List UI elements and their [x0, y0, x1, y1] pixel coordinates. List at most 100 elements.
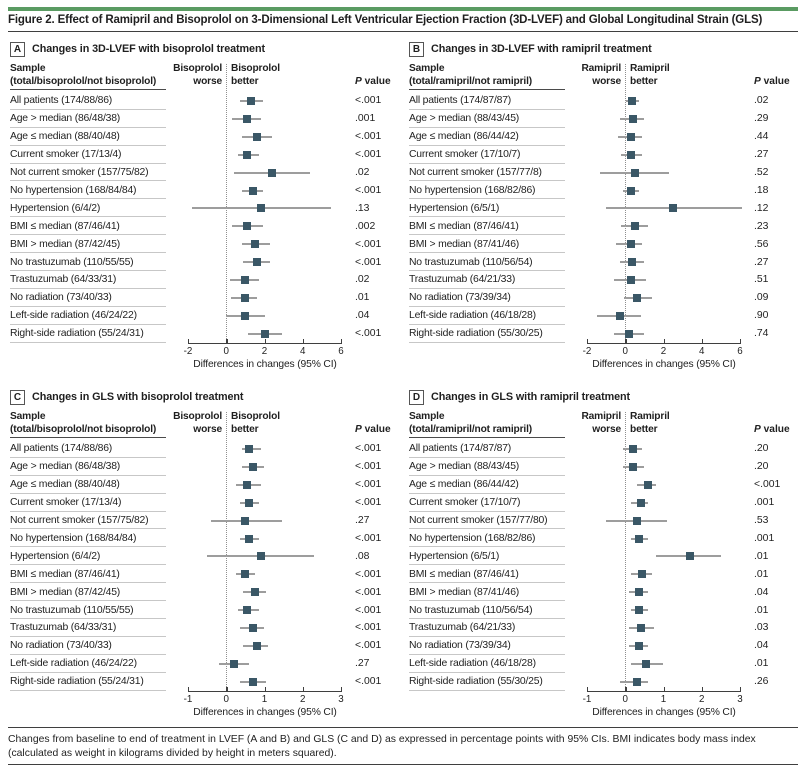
p-value: .002	[355, 220, 376, 232]
better-label-line1: Bisoprolol	[231, 411, 280, 422]
point-estimate-marker	[686, 552, 695, 561]
point-estimate-marker	[626, 150, 635, 159]
axis-tick	[587, 687, 589, 691]
panel-title: Changes in 3D-LVEF with bisoprolol treat…	[32, 43, 265, 55]
p-value-column-header: P value	[355, 76, 391, 87]
axis-tick-label: 2	[699, 694, 705, 705]
forest-row: Age > median (88/43/45) .20	[409, 458, 791, 476]
point-estimate-marker	[241, 293, 250, 302]
row-divider	[10, 234, 166, 236]
p-value: .51	[754, 274, 769, 286]
figure-caption: Changes from baseline to end of treatmen…	[8, 733, 800, 760]
row-divider	[10, 287, 166, 289]
axis-tick	[264, 687, 266, 691]
x-axis	[188, 691, 342, 692]
point-estimate-marker	[632, 516, 641, 525]
point-estimate-marker	[627, 97, 636, 105]
row-divider	[409, 108, 565, 110]
p-value: <.001	[355, 676, 382, 688]
forest-row: Not current smoker (157/77/8) .52	[409, 164, 791, 182]
caption-line2: (calculated as weight in kilograms divid…	[8, 747, 337, 759]
p-value: .27	[355, 658, 370, 670]
p-italic: P	[754, 424, 761, 435]
point-estimate-marker	[632, 677, 641, 686]
forest-row: Left-side radiation (46/24/22) .04	[10, 307, 392, 325]
sample-label: Hypertension (6/4/2)	[10, 202, 101, 214]
sample-label: No hypertension (168/84/84)	[10, 184, 137, 196]
point-estimate-marker	[636, 624, 645, 632]
sample-label: No trastuzumab (110/55/55)	[10, 604, 134, 616]
row-divider	[409, 528, 565, 530]
p-value: .44	[754, 131, 769, 143]
point-estimate-marker	[634, 606, 643, 615]
point-estimate-marker	[638, 570, 647, 579]
point-estimate-marker	[627, 258, 636, 267]
row-divider	[409, 653, 565, 655]
forest-row: Current smoker (17/13/4) <.001	[10, 146, 392, 164]
forest-row: No trastuzumab (110/56/54) .27	[409, 253, 791, 271]
panel-letter-badge: B	[409, 41, 424, 57]
forest-row: Age ≤ median (86/44/42) <.001	[409, 476, 791, 494]
point-estimate-marker	[628, 114, 637, 123]
sample-label: Hypertension (6/5/1)	[409, 202, 500, 214]
axis-tick-label: 2	[660, 346, 667, 357]
axis-tick	[226, 687, 228, 691]
axis-tick-label: 1	[261, 694, 268, 705]
sample-label: BMI ≤ median (87/46/41)	[10, 568, 120, 580]
p-value: .90	[754, 310, 769, 322]
row-divider	[409, 341, 565, 343]
sample-header-line1: Sample	[409, 63, 445, 74]
sample-label: All patients (174/87/87)	[409, 443, 512, 455]
panel-a-lvef-bisoprolol: A Changes in 3D-LVEF with bisoprolol tre…	[10, 41, 392, 376]
sample-label: Left-side radiation (46/24/22)	[10, 310, 137, 322]
p-value: .12	[754, 202, 769, 214]
sample-label: Hypertension (6/4/2)	[10, 550, 101, 562]
point-estimate-marker	[644, 480, 653, 489]
x-axis	[587, 691, 741, 692]
sample-label: Not current smoker (157/77/8)	[409, 167, 542, 179]
row-divider	[409, 456, 565, 458]
sample-label: Right-side radiation (55/30/25)	[409, 328, 543, 340]
axis-tick-label: -2	[582, 346, 592, 357]
row-divider	[10, 689, 166, 691]
worse-direction-label: Bisoprolol worse	[140, 411, 222, 436]
point-estimate-marker	[245, 445, 254, 453]
row-divider	[10, 252, 166, 254]
p-value: .27	[754, 149, 769, 161]
panel-header: B Changes in 3D-LVEF with ramipril treat…	[409, 41, 652, 57]
sample-label: Hypertension (6/5/1)	[409, 550, 500, 562]
forest-row: All patients (174/88/86) <.001	[10, 440, 392, 458]
forest-row: No hypertension (168/82/86) .001	[409, 530, 791, 548]
sample-label: Current smoker (17/13/4)	[10, 497, 122, 509]
row-divider	[409, 269, 565, 271]
sample-label: Age > median (86/48/38)	[10, 113, 121, 125]
forest-row: BMI ≤ median (87/46/41) .01	[409, 565, 791, 584]
row-divider	[409, 617, 565, 619]
point-estimate-marker	[243, 606, 252, 615]
p-value: .02	[355, 274, 370, 286]
p-value: <.001	[355, 131, 382, 143]
sample-header-line1: Sample	[409, 411, 445, 422]
axis-tick-label: 2	[300, 694, 306, 705]
sample-header-line1: Sample	[10, 411, 46, 422]
forest-row: BMI > median (87/41/46) .04	[409, 583, 791, 602]
forest-row: Hypertension (6/5/1) .12	[409, 199, 791, 218]
axis-tick	[740, 339, 742, 343]
worse-label-line1: Bisoprolol	[173, 63, 222, 74]
point-estimate-marker	[229, 659, 238, 668]
worse-label-line2: worse	[592, 423, 621, 435]
row-divider	[10, 323, 166, 325]
forest-row: BMI ≤ median (87/46/41) <.001	[10, 565, 392, 584]
p-value: .20	[754, 443, 769, 455]
row-divider	[409, 234, 565, 236]
x-axis-label: Differences in changes (95% CI)	[193, 707, 337, 718]
sample-label: No radiation (73/39/34)	[409, 292, 511, 304]
row-divider	[409, 600, 565, 602]
p-rest: value	[760, 76, 790, 87]
p-value: <.001	[355, 149, 382, 161]
row-divider	[10, 341, 166, 343]
sample-label: Current smoker (17/13/4)	[10, 149, 122, 161]
forest-row: All patients (174/87/87) .20	[409, 440, 791, 458]
p-value: .52	[754, 167, 769, 179]
row-divider	[10, 617, 166, 619]
